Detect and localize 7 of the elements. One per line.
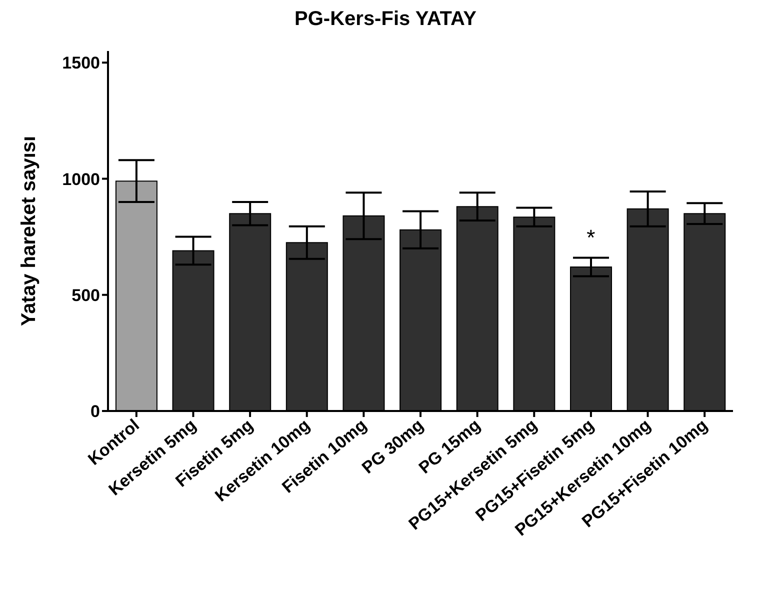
y-axis-title: Yatay hareket sayısı (18, 136, 40, 326)
y-tick-label: 1500 (62, 54, 100, 73)
annotation: * (586, 225, 596, 250)
y-tick-label: 0 (90, 402, 100, 422)
y-tick-label: 500 (72, 286, 100, 305)
y-tick-label: 1000 (62, 170, 100, 189)
chart-title: PG-Kers-Fis YATAY (294, 8, 478, 31)
